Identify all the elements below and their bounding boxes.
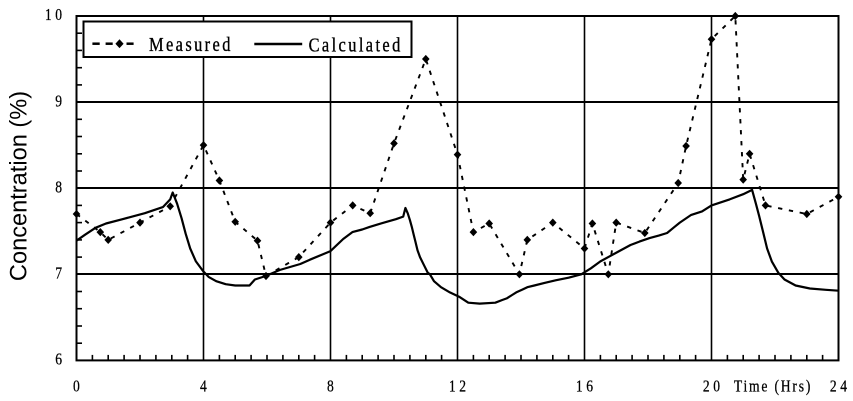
- svg-text:Time (Hrs): Time (Hrs): [734, 377, 812, 396]
- svg-text:10: 10: [45, 6, 66, 25]
- svg-text:Measured: Measured: [149, 34, 233, 57]
- svg-text:12: 12: [449, 377, 470, 396]
- svg-text:8: 8: [327, 377, 337, 396]
- svg-text:4: 4: [200, 377, 210, 396]
- svg-text:Calculated: Calculated: [309, 34, 403, 57]
- svg-text:6: 6: [55, 350, 65, 369]
- svg-text:Concentration (%): Concentration (%): [7, 91, 33, 281]
- svg-text:0: 0: [73, 377, 83, 396]
- svg-text:8: 8: [55, 178, 65, 197]
- svg-text:20: 20: [703, 377, 724, 396]
- svg-text:24: 24: [830, 377, 851, 396]
- svg-text:9: 9: [55, 92, 65, 111]
- svg-text:7: 7: [55, 264, 65, 283]
- svg-text:16: 16: [576, 377, 597, 396]
